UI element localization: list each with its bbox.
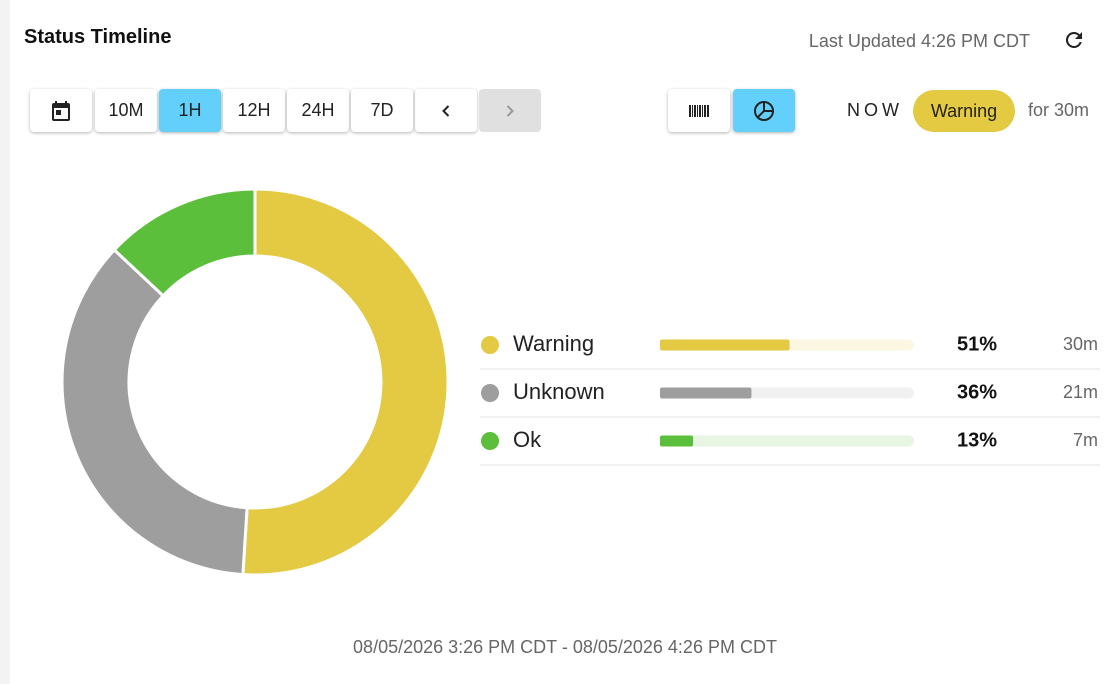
range-button[interactable]: 7D [351,89,413,132]
bar [660,387,752,399]
date-range: 08/05/2026 3:26 PM CDT - 08/05/2026 4:26… [353,637,777,657]
duration-label: 7m [1073,430,1098,450]
status-duration: for 30m [1028,100,1090,120]
legend-label: Unknown [513,379,605,404]
range-button[interactable]: 12H [223,89,285,132]
range-button[interactable]: 1H [159,89,221,132]
refresh-button[interactable] [1062,28,1086,52]
legend-dot [481,432,499,450]
pie-icon [754,100,774,121]
calendar-icon [52,100,70,121]
next-button[interactable] [479,89,541,132]
bar-track [660,435,914,447]
status-card: Status Timeline Last Updated 4:26 PM CDT… [10,0,1112,684]
barcode-icon [689,104,709,117]
pie-view-button[interactable] [733,89,795,132]
title: Status Timeline [24,26,172,48]
duration-label: 30m [1063,334,1098,354]
donut-segment [241,187,450,577]
previous-button[interactable] [415,89,477,132]
calendar-button[interactable] [30,89,92,132]
legend-dot [481,384,499,402]
value-label: 13% [957,429,997,451]
legend-dot [481,336,499,354]
chevron-left [442,104,450,117]
donut-segment [60,247,249,577]
legend-label: Ok [513,427,542,452]
timeline-view-button[interactable] [668,89,730,132]
legend-label: Warning [513,331,594,356]
range-button[interactable]: 10M [95,89,157,132]
status-pill: Warning [913,90,1015,132]
bar [660,339,790,351]
value-label: 36% [957,381,997,403]
now-label: NOW [847,100,903,120]
chevron-right [506,104,514,117]
bar [660,435,694,447]
range-button[interactable]: 24H [287,89,349,132]
last-updated: Last Updated 4:26 PM CDT [808,31,1030,51]
duration-label: 21m [1063,382,1098,402]
donut-chart: Warning 51% 30m Unknown 36% 21m Ok 13% 7m [60,187,1100,577]
donut-segment [112,187,257,298]
value-label: 51% [957,333,997,355]
